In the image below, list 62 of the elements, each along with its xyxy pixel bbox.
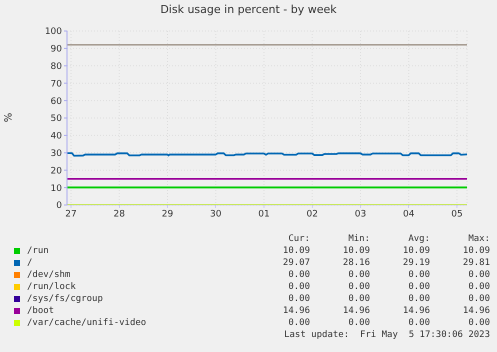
y-tick-label: 10 xyxy=(50,184,62,194)
text: Min: xyxy=(347,233,370,245)
chart-title: Disk usage in percent - by week xyxy=(159,3,338,16)
text: 29.19 xyxy=(402,257,430,269)
legend-label: /run xyxy=(27,245,50,257)
text: Cur: xyxy=(287,233,310,245)
text: 14.96 xyxy=(402,305,430,317)
y-tick-label: 60 xyxy=(50,96,62,107)
y-tick-label: 30 xyxy=(50,148,62,159)
x-tick-label: 29 xyxy=(162,209,174,220)
legend-label: /var/cache/unifi-video xyxy=(27,317,148,329)
text: 0.00 xyxy=(287,269,310,281)
x-tick-label: 02 xyxy=(306,209,318,220)
x-tick-label: 01 xyxy=(258,209,270,220)
y-tick-label: 100 xyxy=(44,27,62,38)
y-axis-title: % xyxy=(3,112,14,122)
text: 10.09 xyxy=(402,245,430,257)
text: Last update: Fri May 5 17:30:06 2023 xyxy=(283,329,490,341)
text: Max: xyxy=(467,233,490,245)
text: 29.81 xyxy=(462,257,490,269)
text: 0.00 xyxy=(347,269,370,281)
text: 0.00 xyxy=(347,281,370,293)
text: 0.00 xyxy=(287,293,310,305)
x-tick-label: 03 xyxy=(354,209,366,220)
text: 0.00 xyxy=(407,317,430,329)
text: 0.00 xyxy=(467,293,490,305)
x-tick-label: 30 xyxy=(210,209,222,220)
x-tick-label: 28 xyxy=(114,209,126,220)
text: 29.07 xyxy=(282,257,310,269)
legend-label: /boot xyxy=(27,305,56,317)
x-tick-label: 27 xyxy=(65,209,77,220)
y-tick-label: 20 xyxy=(50,166,62,176)
x-tick-label: 05 xyxy=(451,209,463,220)
text: 0.00 xyxy=(467,281,490,293)
text: Avg: xyxy=(407,233,430,245)
legend-label: / xyxy=(27,257,34,269)
y-tick-label: 80 xyxy=(50,62,62,72)
legend-label: /dev/shm xyxy=(27,269,72,281)
text: 14.96 xyxy=(342,305,370,317)
text: 0.00 xyxy=(467,317,490,329)
text: 0.00 xyxy=(287,317,310,329)
text: 0.00 xyxy=(287,281,310,293)
text: 0.00 xyxy=(407,293,430,305)
y-tick-label: 90 xyxy=(50,44,62,55)
legend-label: /sys/fs/cgroup xyxy=(27,293,104,305)
y-tick-label: 40 xyxy=(50,132,62,142)
text: 10.09 xyxy=(282,245,310,257)
text: 14.96 xyxy=(282,305,310,317)
text: 0.00 xyxy=(467,269,490,281)
text: 10.09 xyxy=(342,245,370,257)
x-tick-label: 04 xyxy=(402,209,415,220)
text: 0.00 xyxy=(407,281,430,293)
text: 14.96 xyxy=(462,305,490,317)
text: 0.00 xyxy=(347,317,370,329)
text: 28.16 xyxy=(342,257,370,269)
y-tick-label: 50 xyxy=(50,114,62,124)
text: 10.09 xyxy=(462,245,490,257)
text: 0.00 xyxy=(347,293,370,305)
y-tick-label: 0 xyxy=(56,201,62,212)
y-tick-label: 70 xyxy=(50,79,62,90)
text: 0.00 xyxy=(407,269,430,281)
legend-label: /run/lock xyxy=(27,281,77,293)
